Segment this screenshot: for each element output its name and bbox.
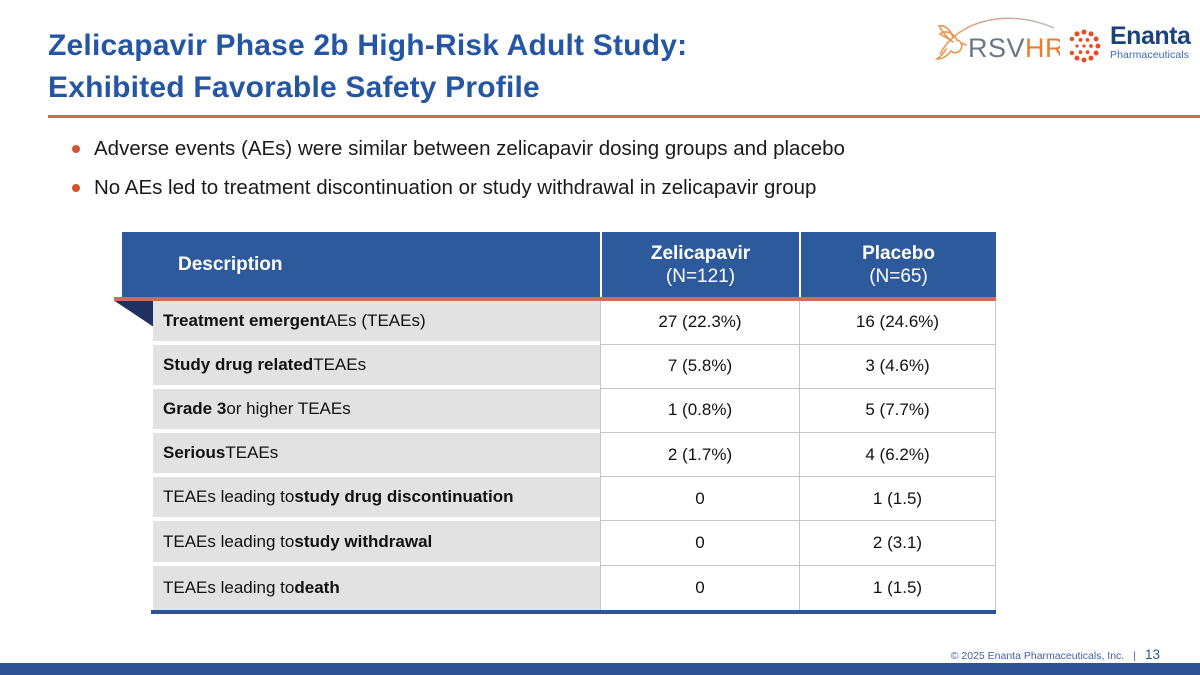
column-label: Zelicapavir: [650, 242, 751, 264]
footer-separator: |: [1133, 650, 1136, 662]
table-header-row: Description Zelicapavir (N=121) Placebo …: [122, 232, 996, 297]
placebo-value-cell: 1 (1.5): [799, 565, 996, 610]
table-fold-corner: [114, 300, 153, 327]
desc-prefix: TEAEs leading to: [163, 531, 295, 551]
description-cell: Grade 3 or higher TEAEs: [153, 388, 600, 434]
desc-bold: Study drug related: [163, 354, 314, 374]
table-row: TEAEs leading to study withdrawal 0 2 (3…: [153, 521, 996, 566]
desc-suffix: AEs (TEAEs): [325, 310, 426, 330]
placebo-value-cell: 1 (1.5): [799, 477, 996, 522]
table-header-placebo: Placebo (N=65): [799, 232, 996, 297]
swoosh-arc-icon: [939, 17, 1055, 55]
table-header-accent-rule: [114, 297, 996, 301]
placebo-value-cell: 3 (4.6%): [799, 344, 996, 389]
table-row: TEAEs leading to death 0 1 (1.5): [153, 565, 996, 610]
rsvhr-logo-graphic: RSVHR: [934, 17, 1065, 63]
title-line-2: Exhibited Favorable Safety Profile: [48, 71, 540, 104]
table-row: Grade 3 or higher TEAEs 1 (0.8%) 5 (7.7%…: [153, 388, 996, 434]
desc-prefix: TEAEs leading to: [163, 487, 295, 507]
bullet-dot-icon: [72, 145, 80, 153]
zelicapavir-value-cell: 0: [600, 565, 799, 610]
description-cell: TEAEs leading to study drug discontinuat…: [153, 477, 600, 522]
page-number: 13: [1144, 647, 1160, 662]
zelicapavir-value-cell: 7 (5.8%): [600, 344, 799, 389]
desc-suffix: TEAEs: [313, 354, 367, 374]
description-cell: TEAEs leading to study withdrawal: [153, 521, 600, 566]
copyright-text: © 2025 Enanta Pharmaceuticals, Inc.: [950, 650, 1125, 662]
desc-suffix: or higher TEAEs: [226, 398, 351, 418]
title-underline-rule: [48, 115, 1200, 118]
enanta-logo: Enanta Pharmaceuticals: [1064, 24, 1196, 72]
zelicapavir-value-cell: 2 (1.7%): [600, 433, 799, 478]
placebo-value-cell: 16 (24.6%): [799, 300, 996, 345]
desc-bold: death: [294, 577, 340, 597]
page-title: Zelicapavir Phase 2b High-Risk Adult Stu…: [48, 25, 687, 109]
zelicapavir-value-cell: 27 (22.3%): [600, 300, 799, 345]
title-line-1: Zelicapavir Phase 2b High-Risk Adult Stu…: [48, 29, 688, 62]
zelicapavir-value-cell: 0: [600, 477, 799, 522]
bullet-item: No AEs led to treatment discontinuation …: [72, 176, 845, 201]
bottom-accent-bar: [0, 663, 1200, 675]
column-sublabel: (N=65): [869, 265, 928, 287]
bullet-dot-icon: [72, 184, 80, 192]
enanta-subtitle: Pharmaceuticals: [1110, 49, 1190, 61]
slide-footer: © 2025 Enanta Pharmaceuticals, Inc. | 13: [951, 647, 1160, 662]
column-sublabel: (N=121): [665, 265, 736, 287]
enanta-hexagon-dots-icon: [1069, 29, 1101, 63]
desc-bold: Grade 3: [163, 398, 227, 418]
desc-prefix: TEAEs leading to: [163, 577, 295, 597]
bullet-text: Adverse events (AEs) were similar betwee…: [94, 137, 845, 160]
hr-text: HR: [1025, 33, 1060, 63]
bullet-list: Adverse events (AEs) were similar betwee…: [72, 137, 845, 215]
table-bottom-border: [151, 610, 996, 614]
table-row: Serious TEAEs 2 (1.7%) 4 (6.2%): [153, 433, 996, 478]
zelicapavir-value-cell: 0: [600, 521, 799, 566]
rsv-text: RSV: [968, 33, 1025, 63]
placebo-value-cell: 4 (6.2%): [799, 433, 996, 478]
hummingbird-icon: [934, 25, 967, 60]
svg-text:RSVHR: RSVHR: [968, 33, 1060, 63]
table-header-description: Description: [178, 253, 283, 275]
desc-bold: study drug discontinuation: [294, 487, 514, 507]
bullet-text: No AEs led to treatment discontinuation …: [94, 176, 817, 199]
desc-bold: Serious: [163, 443, 226, 463]
desc-bold: study withdrawal: [294, 531, 433, 551]
enanta-wordmark: Enanta: [1110, 22, 1191, 50]
placebo-value-cell: 5 (7.7%): [799, 388, 996, 434]
rsvhr-logo: RSVHR: [930, 8, 1065, 68]
table-header-zelicapavir: Zelicapavir (N=121): [600, 232, 799, 297]
table-row: Treatment emergent AEs (TEAEs) 27 (22.3%…: [153, 300, 996, 345]
desc-suffix: TEAEs: [225, 443, 279, 463]
column-label: Placebo: [862, 242, 935, 264]
description-cell: Serious TEAEs: [153, 433, 600, 478]
description-cell: Treatment emergent AEs (TEAEs): [153, 300, 600, 345]
zelicapavir-value-cell: 1 (0.8%): [600, 388, 799, 434]
table-row: Study drug related TEAEs 7 (5.8%) 3 (4.6…: [153, 344, 996, 389]
table-row: TEAEs leading to study drug discontinuat…: [153, 477, 996, 522]
bullet-item: Adverse events (AEs) were similar betwee…: [72, 137, 845, 162]
description-cell: Study drug related TEAEs: [153, 344, 600, 389]
placebo-value-cell: 2 (3.1): [799, 521, 996, 566]
table-body: Treatment emergent AEs (TEAEs) 27 (22.3%…: [153, 300, 996, 610]
description-cell: TEAEs leading to death: [153, 565, 600, 610]
desc-bold: Treatment emergent: [163, 310, 326, 330]
